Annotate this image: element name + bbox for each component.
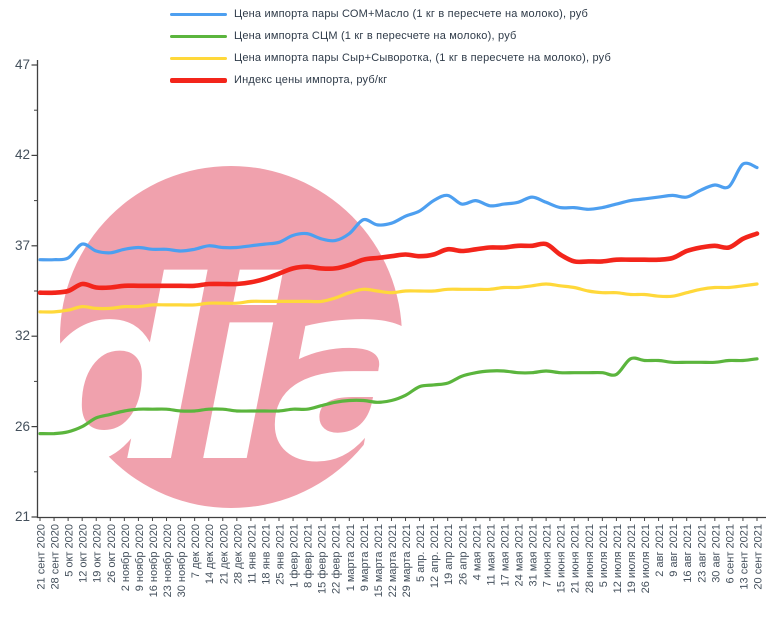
x-axis-tick-label: 17 мая 2021 <box>499 524 511 586</box>
x-axis-tick-label: 1 марта 2021 <box>345 524 357 591</box>
x-axis-tick-label: 6 сент 2021 <box>724 524 736 583</box>
x-axis-tick-label: 13 сент 2021 <box>738 524 750 590</box>
series-line-syr-syvorotka <box>38 282 759 314</box>
x-axis-tick-label: 1 февр 2021 <box>289 524 301 588</box>
legend-item: Индекс цены импорта, руб/кг <box>170 69 611 91</box>
legend-item: Цена импорта пары Сыр+Сыворотка, (1 кг в… <box>170 47 611 69</box>
x-axis-tick-label: 16 авг 2021 <box>682 524 694 583</box>
x-axis-tick-label: 5 июля 2021 <box>598 524 610 587</box>
legend-line-swatch <box>170 56 227 60</box>
y-axis-tick-label: 21 <box>14 509 30 524</box>
x-axis-tick-label: 25 янв 2021 <box>275 524 287 585</box>
x-axis-tick-label: 21 сент 2020 <box>36 524 48 590</box>
x-axis-tick-label: 9 авг 2021 <box>668 524 680 577</box>
x-axis-tick-label: 11 мая 2021 <box>485 524 497 586</box>
legend-label: Цена импорта СЦМ (1 кг в пересчете на мо… <box>234 30 517 42</box>
x-axis-tick-label: 8 февр 2021 <box>303 524 315 588</box>
x-axis-tick-label: 28 июня 2021 <box>584 524 596 593</box>
y-axis-tick-label: 26 <box>14 419 30 434</box>
x-axis-tick-label: 26 июля 2021 <box>640 524 652 593</box>
x-axis-tick-label: 26 окт 2020 <box>106 524 118 583</box>
x-axis-tick-label: 18 янв 2021 <box>260 524 272 585</box>
series-line-scm <box>38 356 759 436</box>
y-axis-tick-label: 47 <box>14 57 30 72</box>
legend-label: Цена импорта пары СОМ+Масло (1 кг в пере… <box>234 8 589 20</box>
x-axis-tick-label: 7 июня 2021 <box>542 524 554 587</box>
legend-line-swatch <box>170 77 227 83</box>
x-axis-tick-label: 5 апр. 2021 <box>415 524 427 582</box>
x-axis-tick-label: 15 февр 2021 <box>317 524 329 594</box>
x-axis-tick-label: 29 марта 2021 <box>401 524 413 597</box>
x-axis-tick-label: 7 дек 2020 <box>190 524 202 578</box>
x-axis-tick-label: 22 февр 2021 <box>331 524 343 594</box>
x-axis-tick-label: 26 апр 2021 <box>457 524 469 585</box>
x-axis-tick-label: 19 апр 2021 <box>443 524 455 585</box>
chart-legend: Цена импорта пары СОМ+Масло (1 кг в пере… <box>170 3 611 91</box>
x-axis-tick-label: 11 янв 2021 <box>246 524 258 584</box>
x-axis-tick-label: 19 окт 2020 <box>92 524 104 583</box>
y-axis-tick-label: 37 <box>14 238 30 253</box>
watermark-circle <box>60 166 402 508</box>
x-axis-tick-label: 12 окт 2020 <box>78 524 90 583</box>
x-axis-tick-label: 30 ноябр 2020 <box>176 524 188 597</box>
legend-label: Цена импорта пары Сыр+Сыворотка, (1 кг в… <box>234 52 611 64</box>
x-axis-tick-label: 9 марта 2021 <box>359 524 371 591</box>
x-axis-tick-label: 24 мая 2021 <box>514 524 526 586</box>
y-axis-tick-label: 42 <box>14 147 30 162</box>
y-axis-tick-label: 32 <box>14 328 30 343</box>
x-axis-tick-labels: 21 сент 2020 28 сент 2020 5 окт 2020 12 окт… <box>36 524 765 597</box>
x-axis-tick-label: 31 мая 2021 <box>528 524 540 586</box>
x-axis-tick-label: 2 ноябр 2020 <box>120 524 132 591</box>
x-axis-tick-label: 2 авг 2021 <box>654 524 666 577</box>
watermark-text: dia <box>28 229 428 517</box>
legend-item: Цена импорта пары СОМ+Масло (1 кг в пере… <box>170 3 611 25</box>
x-axis-tick-label: 9 ноябр 2020 <box>134 524 146 591</box>
x-axis-tick-label: 14 дек 2020 <box>204 524 216 584</box>
legend-line-swatch <box>170 12 227 16</box>
x-axis-tick-label: 12 апр. 2021 <box>429 524 441 588</box>
x-axis-tick-label: 28 сент 2020 <box>50 524 62 590</box>
series-line-som-maslo <box>38 161 759 262</box>
x-axis-tick-label: 19 июля 2021 <box>626 524 638 593</box>
y-axis: 47 42 37 32 26 21 <box>0 0 31 622</box>
x-axis-tick-label: 16 ноябр 2020 <box>148 524 160 597</box>
x-axis-tick-label: 30 авг 2021 <box>710 524 722 583</box>
legend-item: Цена импорта СЦМ (1 кг в пересчете на мо… <box>170 25 611 47</box>
series-line-import-price-index <box>37 231 760 296</box>
x-axis-tick-label: 20 сент 2021 <box>753 524 765 590</box>
legend-label: Индекс цены импорта, руб/кг <box>234 74 388 86</box>
x-axis-tick-label: 21 июня 2021 <box>570 524 582 593</box>
x-axis-tick-label: 4 мая 2021 <box>471 524 483 580</box>
x-axis-tick-label: 28 дек 2020 <box>232 524 244 584</box>
legend-line-swatch <box>170 34 227 38</box>
x-axis-tick-label: 15 июня 2021 <box>556 524 568 593</box>
x-axis-tick-label: 23 авг 2021 <box>696 524 708 583</box>
x-axis-tick-label: 15 марта 2021 <box>373 524 385 597</box>
x-axis-tick-label: 21 дек 2020 <box>218 524 230 584</box>
x-axis-tick-label: 22 марта 2021 <box>387 524 399 597</box>
x-axis-tick-label: 5 окт 2020 <box>64 524 76 577</box>
x-axis-tick-label: 23 ноябр 2020 <box>162 524 174 597</box>
x-axis-tick-label: 12 июля 2021 <box>612 524 624 593</box>
